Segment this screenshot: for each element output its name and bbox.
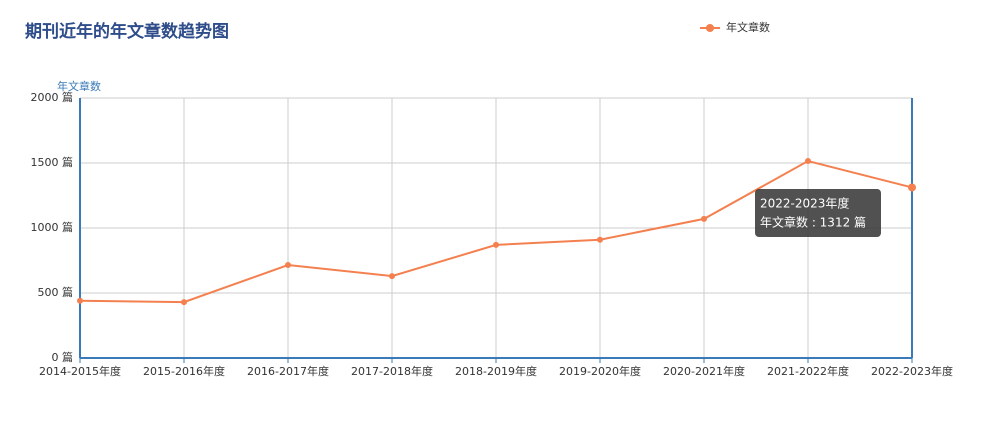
tooltip-category: 2022-2023年度 bbox=[760, 196, 849, 211]
y-tick-label: 1000 篇 bbox=[31, 220, 74, 234]
point bbox=[908, 183, 916, 192]
point bbox=[597, 236, 603, 243]
point bbox=[805, 158, 811, 165]
y-tick-label: 500 篇 bbox=[38, 285, 74, 299]
y-axis-label: 年文章数 bbox=[57, 79, 101, 93]
point bbox=[389, 273, 395, 280]
point bbox=[493, 241, 499, 248]
point bbox=[181, 299, 187, 306]
x-tick-label: 2014-2015年度 bbox=[39, 364, 121, 378]
y-tick-label: 1500 篇 bbox=[31, 155, 74, 169]
point bbox=[285, 262, 291, 269]
x-tick-label: 2022-2023年度 bbox=[871, 364, 953, 378]
point bbox=[77, 297, 83, 304]
legend-label: 年文章数 bbox=[726, 20, 770, 34]
x-tick-label: 2021-2022年度 bbox=[767, 364, 849, 378]
tooltip-box bbox=[755, 189, 881, 237]
y-tick-label: 2000 篇 bbox=[31, 90, 74, 104]
x-tick-label: 2016-2017年度 bbox=[247, 364, 329, 378]
x-tick-label: 2019-2020年度 bbox=[559, 364, 641, 378]
y-tick-label: 0 篇 bbox=[52, 350, 74, 364]
x-tick-label: 2017-2018年度 bbox=[351, 364, 433, 378]
legend-marker bbox=[706, 24, 714, 32]
tooltip-value: 年文章数 : 1312 篇 bbox=[760, 215, 866, 230]
x-tick-label: 2015-2016年度 bbox=[143, 364, 225, 378]
x-tick-label: 2018-2019年度 bbox=[455, 364, 537, 378]
chart-title: 期刊近年的年文章数趋势图 bbox=[25, 21, 229, 42]
x-tick-label: 2020-2021年度 bbox=[663, 364, 745, 378]
point bbox=[701, 215, 707, 222]
